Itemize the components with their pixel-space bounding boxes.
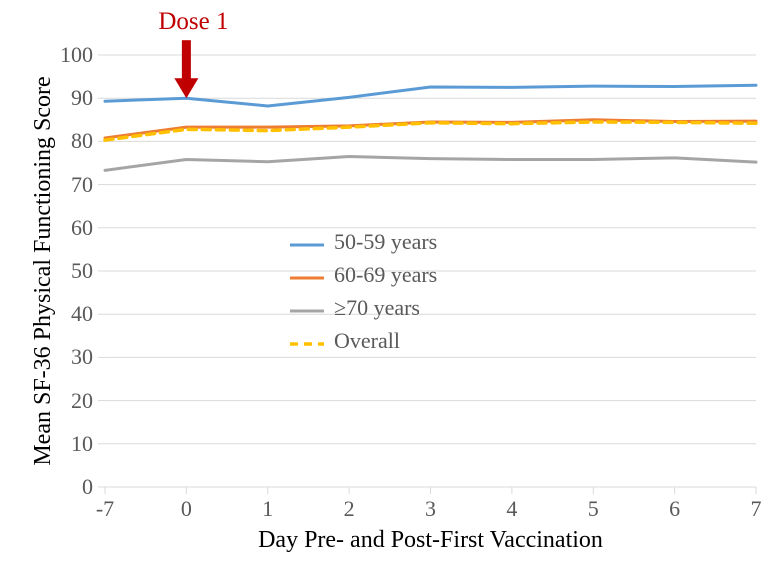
legend-item: Overall <box>290 324 437 357</box>
series-line <box>105 157 756 171</box>
x-tick-label: 1 <box>248 496 288 522</box>
y-tick-label: 30 <box>71 344 93 370</box>
y-tick-label: 50 <box>71 258 93 284</box>
y-tick-label: 10 <box>71 431 93 457</box>
legend-item: 60-69 years <box>290 258 437 291</box>
series-line <box>105 122 756 140</box>
y-tick-label: 40 <box>71 301 93 327</box>
x-tick-label: 7 <box>736 496 776 522</box>
x-tick-label: 2 <box>329 496 369 522</box>
x-axis-label: Day Pre- and Post-First Vaccination <box>105 527 756 554</box>
y-tick-label: 20 <box>71 388 93 414</box>
y-tick-label: 90 <box>71 85 93 111</box>
y-axis-label: Mean SF-36 Physical Functioning Score <box>30 55 57 487</box>
legend-item: 50-59 years <box>290 225 437 258</box>
x-tick-label: 6 <box>655 496 695 522</box>
legend-label: ≥70 years <box>334 295 420 321</box>
legend-item: ≥70 years <box>290 291 437 324</box>
legend-label: 50-59 years <box>334 229 437 255</box>
legend-label: Overall <box>334 328 400 354</box>
line-chart: Dose 1 Mean SF-36 Physical Functioning S… <box>0 0 780 576</box>
dose-1-annotation: Dose 1 <box>158 8 228 36</box>
legend-label: 60-69 years <box>334 262 437 288</box>
y-tick-label: 100 <box>60 42 93 68</box>
x-tick-label: 5 <box>573 496 613 522</box>
series-line <box>105 85 756 106</box>
x-tick-label: 0 <box>166 496 206 522</box>
x-tick-label: 4 <box>492 496 532 522</box>
x-tick-label: -7 <box>85 496 125 522</box>
y-tick-label: 70 <box>71 172 93 198</box>
y-tick-label: 80 <box>71 128 93 154</box>
legend: 50-59 years 60-69 years ≥70 years Overall <box>290 225 437 357</box>
x-tick-label: 3 <box>411 496 451 522</box>
y-tick-label: 60 <box>71 215 93 241</box>
